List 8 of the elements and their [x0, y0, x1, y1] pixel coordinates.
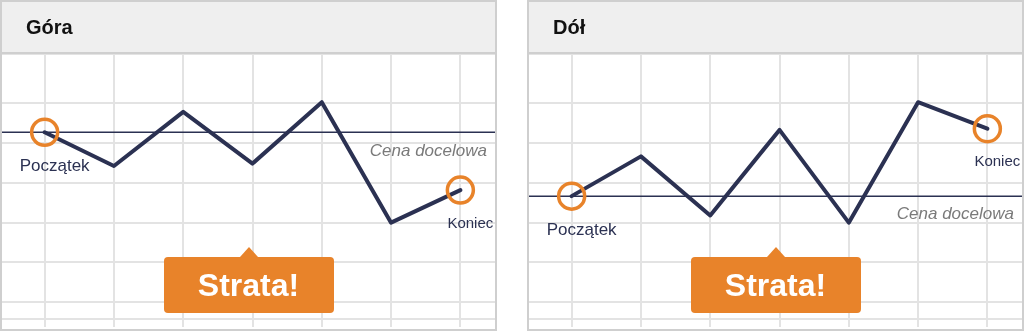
annotation: Koniec — [974, 152, 1021, 170]
chart-title: Dół — [553, 15, 586, 39]
annotation: Początek — [19, 156, 91, 176]
annotation: Początek — [546, 220, 618, 240]
annotation: Koniec — [447, 213, 494, 231]
ref-line-label: Cena docelowa — [369, 140, 487, 160]
chart-title: Góra — [26, 15, 73, 39]
ref-line-label: Cena docelowa — [896, 204, 1014, 224]
